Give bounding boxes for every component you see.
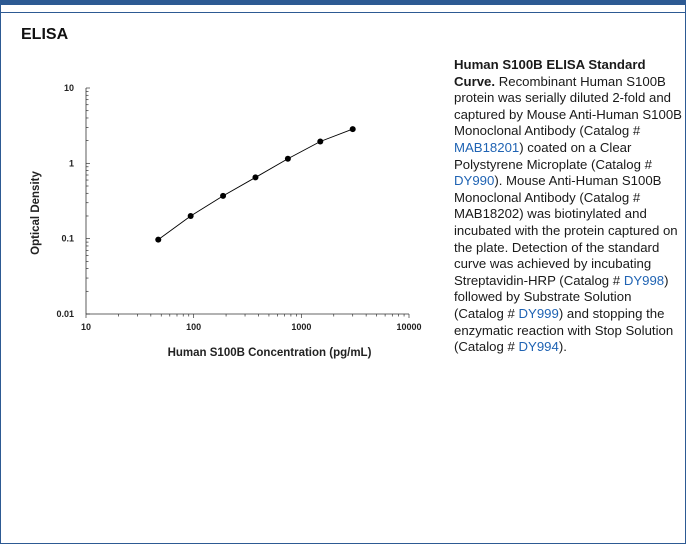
data-point: [349, 126, 356, 133]
fit-curve: [157, 128, 353, 241]
caption-text: ) coated on a Clear Polystyrene Micropla…: [454, 139, 652, 172]
data-point: [155, 236, 162, 243]
data-point: [220, 192, 227, 199]
x-tick-label: 10000: [396, 322, 421, 332]
figure-caption: Human S100B ELISA Standard Curve. Recomb…: [454, 57, 682, 356]
caption-text: ) and stopping the enzymatic reaction wi…: [454, 305, 674, 355]
y-tick-label: 0.1: [61, 234, 74, 244]
caption-text: ) followed by Substrate Solution (Catalo…: [454, 272, 669, 321]
catalog-link[interactable]: MAB18201: [454, 139, 520, 155]
y-axis-label: Optical Density: [30, 171, 42, 255]
header-rule: [1, 12, 685, 13]
caption-lead: Human S100B ELISA Standard Curve.: [454, 57, 646, 89]
caption-text: Recombinant Human S100B protein was seri…: [454, 73, 682, 139]
section-title: ELISA: [21, 26, 69, 43]
data-point: [252, 174, 259, 181]
data-point: [187, 212, 194, 219]
x-tick-label: 100: [186, 322, 201, 332]
catalog-link[interactable]: DY998: [623, 272, 665, 288]
caption-text: ). Mouse Anti-Human S100B Monoclonal Ant…: [454, 173, 678, 288]
standard-curve-chart: 10 100 1000 10000 0.01 0.1 1 10 Human S100B Conc…: [30, 83, 422, 359]
data-point: [284, 155, 291, 162]
catalog-link[interactable]: DY990: [454, 173, 495, 189]
y-tick-label: 10: [64, 83, 74, 93]
y-tick-label: 1: [69, 158, 74, 168]
data-point: [317, 138, 324, 145]
x-axis-label: Human S100B Concentration (pg/mL): [168, 347, 372, 359]
y-tick-label: 0.01: [56, 309, 74, 319]
chart-container: 10 100 1000 10000 0.01 0.1 1 10 Human S100B Conc…: [0, 60, 440, 380]
caption-text: ).: [558, 339, 567, 355]
x-tick-label: 1000: [291, 322, 311, 332]
catalog-link[interactable]: DY994: [518, 339, 559, 355]
catalog-link[interactable]: DY999: [518, 305, 559, 321]
x-tick-label: 10: [81, 322, 91, 332]
